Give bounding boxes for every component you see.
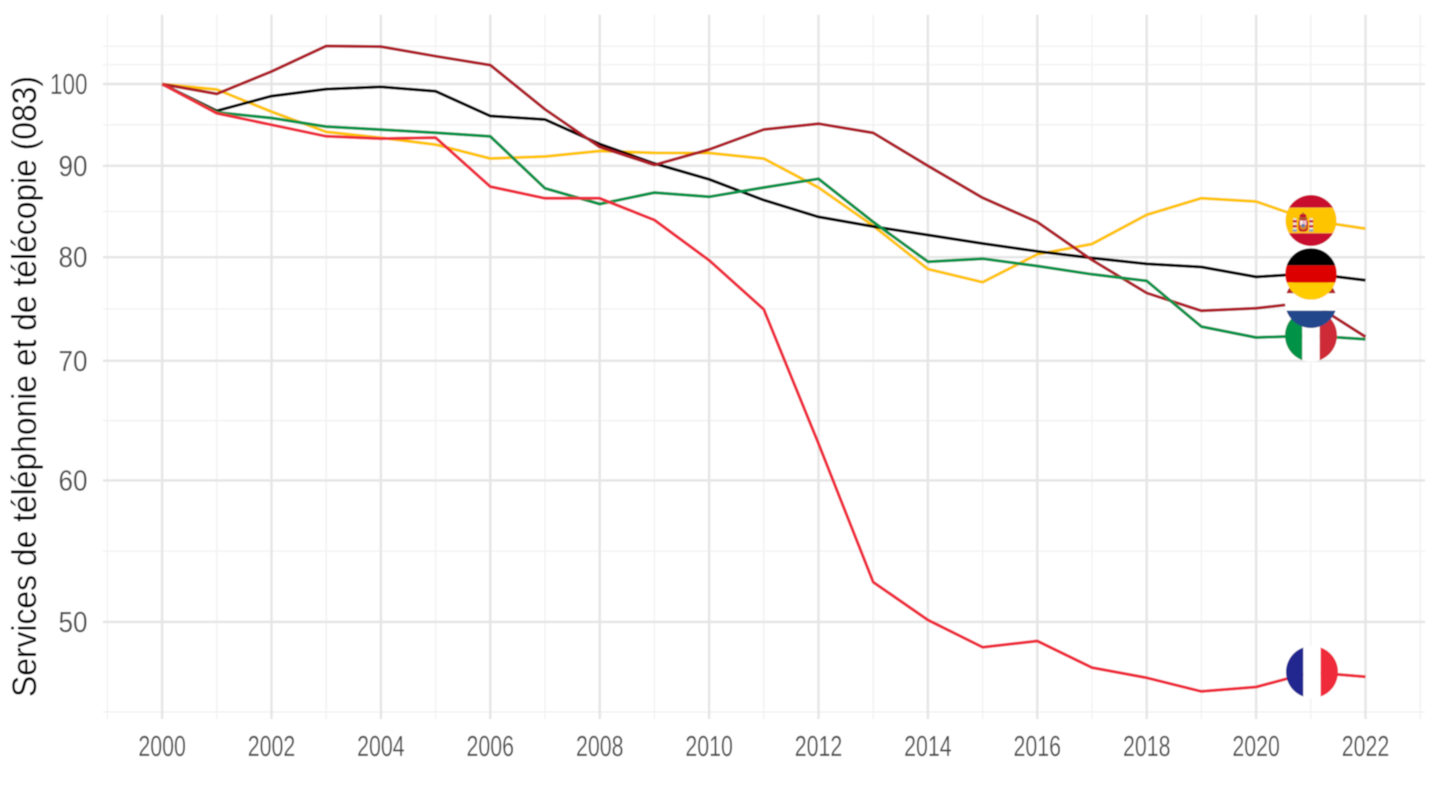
svg-text:2000: 2000 xyxy=(138,731,186,763)
svg-text:2012: 2012 xyxy=(795,731,843,763)
svg-text:2018: 2018 xyxy=(1123,731,1171,763)
svg-text:2010: 2010 xyxy=(685,731,733,763)
svg-text:100: 100 xyxy=(50,69,88,101)
svg-text:2006: 2006 xyxy=(467,731,515,763)
svg-text:2016: 2016 xyxy=(1014,731,1062,763)
svg-text:90: 90 xyxy=(59,151,88,183)
svg-text:60: 60 xyxy=(59,465,88,497)
svg-text:70: 70 xyxy=(59,346,88,378)
svg-text:2022: 2022 xyxy=(1342,731,1390,763)
svg-text:2014: 2014 xyxy=(904,731,952,763)
svg-text:2004: 2004 xyxy=(357,731,405,763)
svg-text:2008: 2008 xyxy=(576,731,624,763)
svg-text:2020: 2020 xyxy=(1232,731,1280,763)
svg-text:80: 80 xyxy=(59,242,88,274)
svg-text:50: 50 xyxy=(59,607,88,639)
svg-text:2002: 2002 xyxy=(248,731,296,763)
svg-text:Services de téléphonie et de t: Services de téléphonie et de télécopie (… xyxy=(6,76,44,697)
